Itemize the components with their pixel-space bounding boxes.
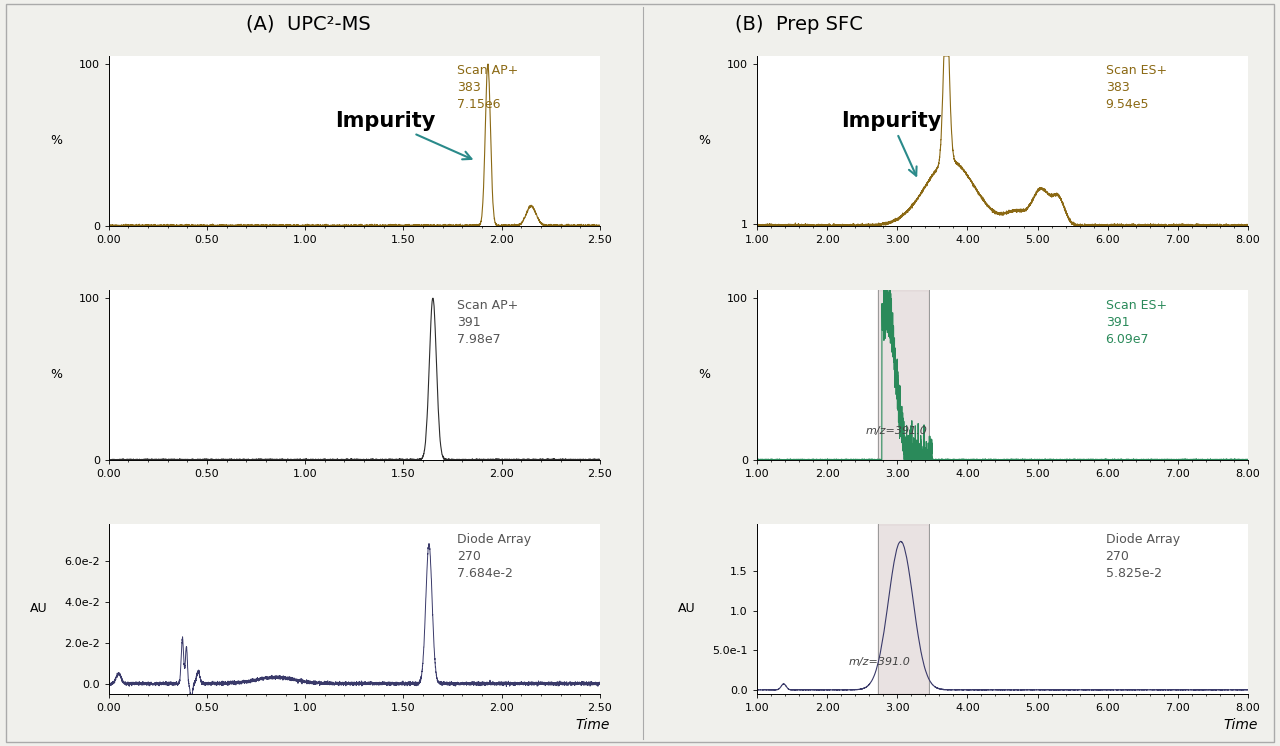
Text: Impurity: Impurity — [841, 110, 942, 176]
Text: Diode Array
270
5.825e-2: Diode Array 270 5.825e-2 — [1106, 533, 1180, 580]
Y-axis label: %: % — [50, 369, 63, 381]
Text: (B)  Prep SFC: (B) Prep SFC — [735, 15, 863, 34]
Text: (A)  UPC²-MS: (A) UPC²-MS — [246, 15, 370, 34]
X-axis label: Time: Time — [1224, 718, 1258, 733]
Y-axis label: %: % — [699, 369, 710, 381]
Y-axis label: AU: AU — [678, 603, 696, 615]
Text: m/z=391.0: m/z=391.0 — [849, 656, 910, 667]
Text: m/z=391.0: m/z=391.0 — [865, 426, 928, 436]
Text: Impurity: Impurity — [334, 110, 471, 160]
Y-axis label: AU: AU — [29, 603, 47, 615]
Text: Diode Array
270
7.684e-2: Diode Array 270 7.684e-2 — [457, 533, 531, 580]
Text: Scan AP+
391
7.98e7: Scan AP+ 391 7.98e7 — [457, 298, 518, 345]
Y-axis label: %: % — [699, 134, 710, 147]
Text: Scan ES+
391
6.09e7: Scan ES+ 391 6.09e7 — [1106, 298, 1167, 345]
X-axis label: Time: Time — [575, 718, 609, 733]
Y-axis label: %: % — [50, 134, 63, 147]
Text: Scan AP+
383
7.15e6: Scan AP+ 383 7.15e6 — [457, 64, 518, 111]
Text: Scan ES+
383
9.54e5: Scan ES+ 383 9.54e5 — [1106, 64, 1167, 111]
